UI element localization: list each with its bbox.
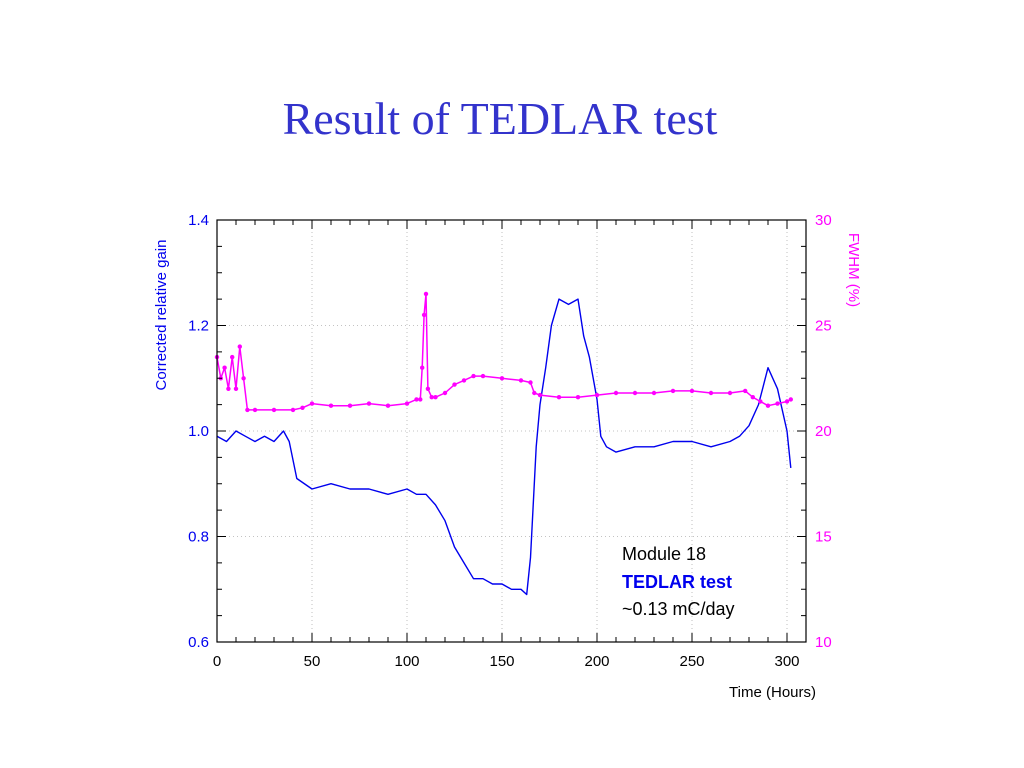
annotation-box: Module 18 TEDLAR test ~0.13 mC/day <box>622 544 735 619</box>
y-left-tick-label: 0.6 <box>188 634 209 651</box>
fwhm-point <box>300 405 305 410</box>
fwhm-point <box>632 390 638 396</box>
fwhm-point <box>461 378 467 383</box>
series-layer <box>214 291 793 596</box>
y-left-tick-label: 1.0 <box>188 423 209 440</box>
fwhm-point <box>425 386 431 391</box>
fwhm-point <box>689 388 695 394</box>
fwhm-point <box>452 382 457 387</box>
fwhm-point <box>328 403 334 408</box>
fwhm-point <box>418 397 423 402</box>
fwhm-point <box>442 390 448 396</box>
fwhm-point <box>651 390 657 396</box>
fwhm-point <box>708 390 714 396</box>
fwhm-point <box>670 388 676 394</box>
fwhm-point <box>233 386 239 391</box>
fwhm-point <box>743 388 748 394</box>
fwhm-point <box>433 395 438 400</box>
fwhm-point <box>788 397 793 402</box>
annotation-test-name: TEDLAR test <box>622 572 732 592</box>
fwhm-point <box>518 378 524 383</box>
x-axis-label: Time (Hours) <box>729 684 816 701</box>
x-tick-label: 50 <box>304 653 321 670</box>
fwhm-point <box>537 392 543 398</box>
x-tick-label: 100 <box>394 653 419 670</box>
fwhm-point <box>775 401 780 406</box>
fwhm-point <box>429 395 434 400</box>
fwhm-point <box>421 312 427 318</box>
fwhm-series-line <box>216 293 792 411</box>
y-right-tick-label: 20 <box>815 423 832 440</box>
fwhm-point <box>347 403 353 408</box>
fwhm-point <box>613 390 619 396</box>
y-right-tick-label: 25 <box>815 318 832 335</box>
fwhm-point <box>727 390 733 396</box>
fwhm-point <box>532 390 537 396</box>
annotation-module: Module 18 <box>622 544 706 564</box>
y-right-tick-label: 15 <box>815 529 832 546</box>
slide-title: Result of TEDLAR test <box>282 93 718 144</box>
fwhm-point <box>366 401 372 406</box>
fwhm-point <box>237 344 242 349</box>
fwhm-point <box>471 373 476 379</box>
fwhm-point <box>404 401 410 406</box>
fwhm-point <box>230 354 235 360</box>
y-right-tick-label: 10 <box>815 634 832 651</box>
fwhm-point <box>575 395 581 400</box>
fwhm-point <box>499 376 505 381</box>
y-axis-right-label: FWHM (%) <box>845 233 862 307</box>
gain-series-line <box>216 298 792 596</box>
fwhm-point <box>750 395 755 400</box>
fwhm-point <box>758 399 763 404</box>
fwhm-point <box>290 407 296 413</box>
axis-ticks: 0 50 100 150 200 250 300 0.6 0.8 1.0 1.2 1.4 10 15 20 2… <box>188 212 832 670</box>
fwhm-point <box>423 291 429 297</box>
fwhm-point <box>765 403 771 408</box>
fwhm-point <box>414 397 419 402</box>
fwhm-point <box>784 399 790 404</box>
fwhm-point <box>309 401 315 406</box>
fwhm-point <box>420 365 425 370</box>
fwhm-point <box>252 407 258 413</box>
x-tick-label: 250 <box>679 653 704 670</box>
fwhm-point <box>528 380 533 385</box>
x-tick-label: 0 <box>213 653 221 670</box>
x-tick-label: 200 <box>584 653 609 670</box>
annotation-rate: ~0.13 mC/day <box>622 599 735 619</box>
fwhm-point <box>241 376 246 381</box>
fwhm-point <box>245 407 250 413</box>
y-left-tick-label: 0.8 <box>188 529 209 546</box>
fwhm-point <box>226 386 231 391</box>
fwhm-point <box>556 395 562 400</box>
fwhm-point <box>222 365 227 370</box>
y-axis-left-label: Corrected relative gain <box>153 240 170 391</box>
x-tick-label: 150 <box>489 653 514 670</box>
fwhm-point <box>480 373 486 379</box>
y-left-tick-label: 1.4 <box>188 212 209 229</box>
y-right-tick-label: 30 <box>815 212 832 229</box>
fwhm-point <box>385 403 391 408</box>
fwhm-point <box>594 392 600 398</box>
y-left-tick-label: 1.2 <box>188 318 209 335</box>
x-tick-label: 300 <box>774 653 799 670</box>
fwhm-point <box>271 407 277 413</box>
